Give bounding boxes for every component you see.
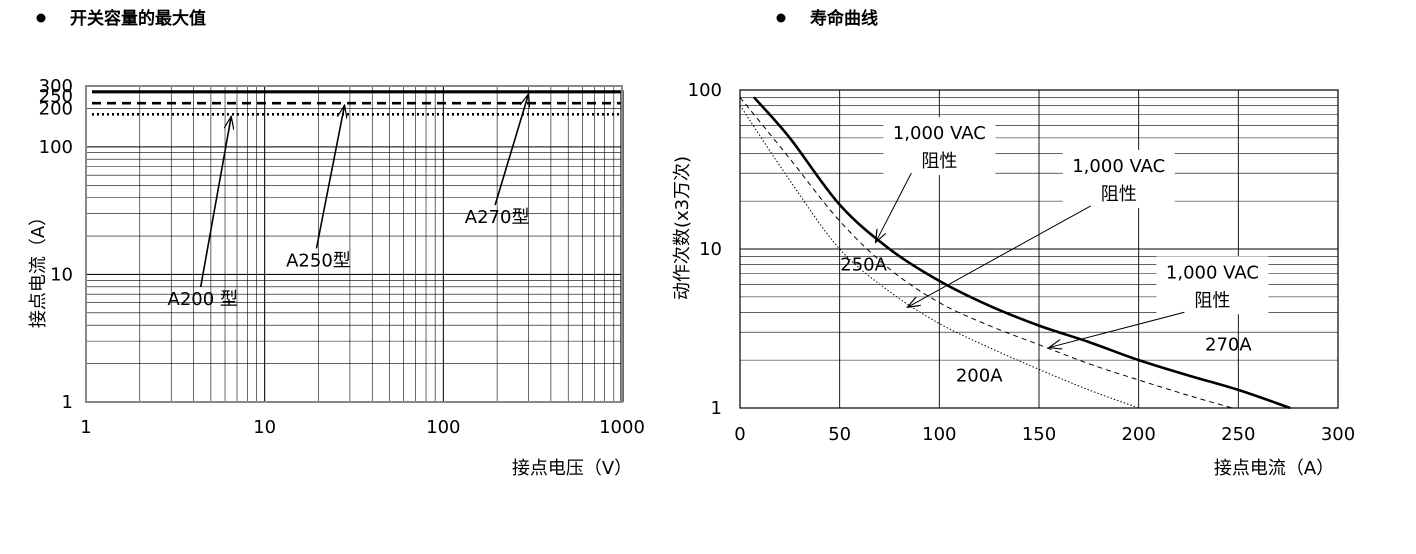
annotation-bg [1156, 256, 1269, 315]
annotation-label: 1,000 VAC [893, 123, 986, 144]
series-label: 200A [956, 366, 1003, 387]
x-tick-label: 0 [734, 424, 745, 445]
series-curve-3 [739, 105, 1139, 409]
annotation-label: A250型 [286, 250, 351, 271]
title-bullet-icon [36, 13, 46, 23]
chart2-title: 寿命曲线 [810, 8, 878, 29]
y-tick-label: 100 [39, 137, 73, 158]
chart1-grid [85, 85, 623, 403]
y-tick-label: 300 [39, 76, 73, 97]
y-tick-label: 1 [62, 392, 73, 413]
x-tick-label: 10 [253, 417, 276, 438]
chart2-annotations: 1,000 VAC 阻性 1,000 VAC 阻性 1,000 VAC 阻性 250A 270… [840, 117, 1269, 387]
chart2-ylabel: 动作次数(x3万次) [672, 156, 693, 300]
series-label: 270A [1205, 335, 1252, 356]
y-tick-label: 10 [699, 239, 722, 260]
series-curve-1 [753, 96, 1291, 410]
x-tick-label: 100 [426, 417, 460, 438]
y-tick-label: 10 [50, 264, 73, 285]
y-tick-label: 200 [39, 98, 73, 119]
y-tick-label: 250 [39, 86, 73, 107]
x-tick-label: 50 [828, 424, 851, 445]
annotation-label: 1,000 VAC [1166, 262, 1259, 283]
life-curve-chart: 寿命曲线 0 50 100 150 200 250 300 1 10 100 1,000 VAC 阻… [672, 8, 1355, 479]
chart1-title: 开关容量的最大值 [70, 8, 206, 29]
annotation-label: 阻性 [1101, 184, 1137, 205]
annotation-arrow [1049, 311, 1185, 347]
x-tick-label: 150 [1022, 424, 1056, 445]
annotation-arrow [494, 94, 528, 206]
x-tick-label: 100 [922, 424, 956, 445]
chart1-xlabel: 接点电压（V） [512, 458, 632, 479]
x-tick-label: 1 [80, 417, 91, 438]
chart2-xlabel: 接点电流（A） [1214, 458, 1334, 479]
annotation-arrow [315, 105, 344, 249]
chart2-ticks: 0 50 100 150 200 250 300 1 10 100 [688, 80, 1356, 445]
x-tick-label: 200 [1121, 424, 1155, 445]
series-label: 250A [840, 254, 887, 275]
x-tick-label: 300 [1321, 424, 1355, 445]
chart2-frame [739, 89, 1339, 409]
title-bullet-icon [776, 13, 786, 23]
series-curve-2 [739, 96, 1233, 409]
plot-frame [739, 89, 1339, 409]
annotation-label: A200 型 [168, 289, 238, 310]
chart2-grid [739, 89, 1339, 409]
annotation-label: A270型 [465, 207, 530, 228]
x-tick-label: 250 [1221, 424, 1255, 445]
annotation-bg [883, 117, 996, 176]
annotation-arrow [907, 205, 1091, 307]
chart1-frame [85, 85, 623, 403]
annotation-arrow [199, 116, 232, 287]
y-tick-label: 100 [688, 80, 722, 101]
annotation-bg [1062, 149, 1175, 208]
y-tick-label: 1 [711, 398, 722, 419]
annotation-label: 阻性 [921, 151, 957, 172]
plot-frame [85, 85, 623, 403]
annotation-label: 1,000 VAC [1072, 156, 1165, 177]
annotation-arrow [876, 172, 912, 242]
chart1-annotations: A200 型 A250型 A270型 [168, 94, 530, 310]
chart1-ylabel: 接点电流（A） [28, 208, 49, 328]
x-tick-label: 1000 [599, 417, 645, 438]
chart2-series [739, 96, 1291, 410]
annotation-label: 阻性 [1194, 290, 1230, 311]
